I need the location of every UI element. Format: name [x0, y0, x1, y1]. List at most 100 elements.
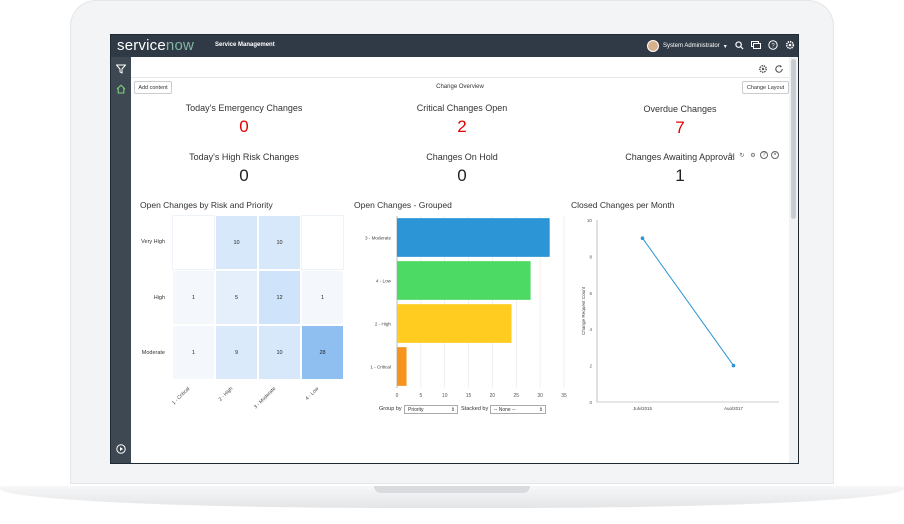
close-icon[interactable]: ×	[771, 151, 779, 159]
home-icon[interactable]	[115, 83, 127, 95]
y-tick-label: 4 - Low	[376, 279, 392, 284]
heatmap-col-label: 1 - Critical	[171, 386, 192, 407]
metric-label: Changes On Hold	[426, 152, 498, 162]
heatmap-cell[interactable]: 1	[301, 270, 344, 325]
heatmap-cell[interactable]: 5	[215, 270, 258, 325]
heatmap-cell[interactable]: 10	[258, 325, 301, 380]
group-by-select[interactable]: Priority ⇕	[404, 405, 458, 414]
help-icon[interactable]: ?	[760, 151, 768, 159]
y-tick-label: 8	[589, 254, 592, 259]
header-icons: ?	[733, 39, 796, 51]
metric-overdue-changes[interactable]: Overdue Changes 7	[580, 104, 780, 138]
chat-icon[interactable]	[750, 39, 762, 51]
chevron-down-icon: ▾	[723, 43, 727, 50]
heatmap-cell[interactable]	[172, 215, 215, 270]
play-icon[interactable]	[115, 443, 127, 455]
data-point	[731, 363, 736, 368]
heatmap-cell[interactable]: 12	[258, 270, 301, 325]
metric-label: Today's High Risk Changes	[189, 152, 299, 162]
heatmap-row-label: Very High	[141, 239, 165, 245]
metric-critical-changes-open[interactable]: Critical Changes Open 2	[362, 103, 562, 137]
refresh-icon[interactable]: ↻	[739, 152, 745, 159]
metric-changes-on-hold[interactable]: Changes On Hold 0	[362, 152, 562, 186]
stacked-by-label: Stacked by	[461, 406, 489, 412]
heatmap-cell[interactable]: 28	[301, 325, 344, 380]
monthly-chart-title: Closed Changes per Month	[571, 200, 675, 210]
chevron-updown-icon: ⇕	[450, 406, 455, 413]
x-tick-label: 30	[537, 393, 543, 399]
metric-value: 0	[239, 166, 249, 185]
metric-value: 2	[457, 117, 467, 136]
widget-tools: ✎ ↻ ⚙ ? ×	[727, 151, 779, 159]
vertical-scrollbar[interactable]	[789, 57, 798, 463]
bar	[397, 261, 531, 300]
series-line	[642, 237, 734, 366]
stacked-by-select[interactable]: -- None -- ⇕	[490, 405, 546, 414]
heatmap-cell[interactable]: 10	[258, 215, 301, 270]
page-title: Change Overview	[436, 84, 484, 90]
y-tick-label: 3 - Moderate	[365, 236, 391, 241]
x-tick-label: Aug/2017	[724, 406, 743, 410]
heatmap-col-label: 2 - High	[217, 386, 235, 403]
y-tick-label: 1 - Critical	[370, 365, 391, 370]
screen: servicenow Service Management System Adm…	[110, 34, 799, 464]
y-tick-label: 2	[589, 364, 592, 369]
avatar	[647, 40, 659, 52]
filter-icon[interactable]	[115, 63, 127, 75]
laptop-base	[0, 486, 904, 508]
heatmap-cell[interactable]: 9	[215, 325, 258, 380]
metric-label: Today's Emergency Changes	[185, 103, 303, 113]
metric-label: Critical Changes Open	[416, 103, 508, 113]
gear-icon[interactable]: ⚙	[750, 152, 756, 159]
metric-value: 0	[239, 117, 249, 136]
add-content-button[interactable]: Add content	[134, 81, 172, 94]
group-by-label: Group by	[379, 406, 402, 412]
help-icon[interactable]: ?	[767, 39, 779, 51]
settings-icon[interactable]	[758, 61, 768, 79]
grouped-chart-title: Open Changes - Grouped	[354, 200, 452, 210]
stacked-by-value: -- None --	[494, 406, 516, 413]
metric-value: 7	[675, 118, 685, 137]
user-name: System Administrator	[663, 43, 720, 49]
heatmap-row-label: High	[153, 295, 165, 301]
heatmap-cell[interactable]: 1	[172, 270, 215, 325]
metric-awaiting-approval[interactable]: Changes Awaiting Approval 1	[580, 152, 780, 186]
user-menu[interactable]: System Administrator ▾	[647, 39, 727, 53]
app-name: Service Management	[215, 42, 275, 48]
x-tick-label: 15	[466, 393, 472, 399]
group-by-value: Priority	[408, 406, 424, 413]
scrollbar-thumb[interactable]	[791, 59, 796, 219]
x-tick-label: 35	[561, 393, 567, 399]
metric-label: Changes Awaiting Approval	[625, 152, 735, 162]
heatmap-col-label: 4 - Low	[304, 386, 321, 402]
bar	[397, 347, 407, 386]
y-tick-label: 10	[587, 218, 593, 223]
heatmap-cell[interactable]: 10	[215, 215, 258, 270]
metric-label: Overdue Changes	[643, 104, 717, 114]
gear-icon[interactable]	[784, 39, 796, 51]
refresh-icon[interactable]	[774, 61, 784, 79]
change-layout-button[interactable]: Change Layout	[742, 81, 789, 94]
heatmap-col-label: 3 - Moderate	[252, 386, 278, 411]
metric-value: 0	[457, 166, 467, 185]
metric-high-risk-changes[interactable]: Today's High Risk Changes 0	[144, 152, 344, 186]
search-icon[interactable]	[733, 39, 745, 51]
y-tick-label: 4	[589, 327, 592, 332]
x-tick-label: 10	[442, 393, 448, 399]
monthly-line-chart: 0 2 4 6 8 10 Change Request Count July/2015 Aug/…	[581, 218, 779, 410]
y-tick-label: 6	[589, 291, 592, 296]
metric-emergency-changes[interactable]: Today's Emergency Changes 0	[144, 103, 344, 137]
heatmap-cell[interactable]	[301, 215, 344, 270]
x-tick-label: 5	[419, 393, 422, 399]
heatmap-row-label: Moderate	[141, 350, 165, 356]
heatmap-title: Open Changes by Risk and Priority	[140, 200, 273, 210]
grouped-bar-chart: 0 5 10 15 20 25 30 35 3 - Moderate 4 - Low 2 - Hig…	[365, 216, 567, 399]
edit-icon[interactable]: ✎	[728, 152, 734, 159]
servicenow-logo[interactable]: servicenow	[117, 37, 195, 54]
data-point	[640, 236, 645, 240]
dashboard-content: Add content Change Overview Change Layou…	[131, 57, 789, 463]
x-tick-label: July/2015	[633, 406, 652, 410]
x-tick-label: 0	[396, 393, 399, 399]
x-tick-label: 25	[514, 393, 520, 399]
heatmap-cell[interactable]: 1	[172, 325, 215, 380]
